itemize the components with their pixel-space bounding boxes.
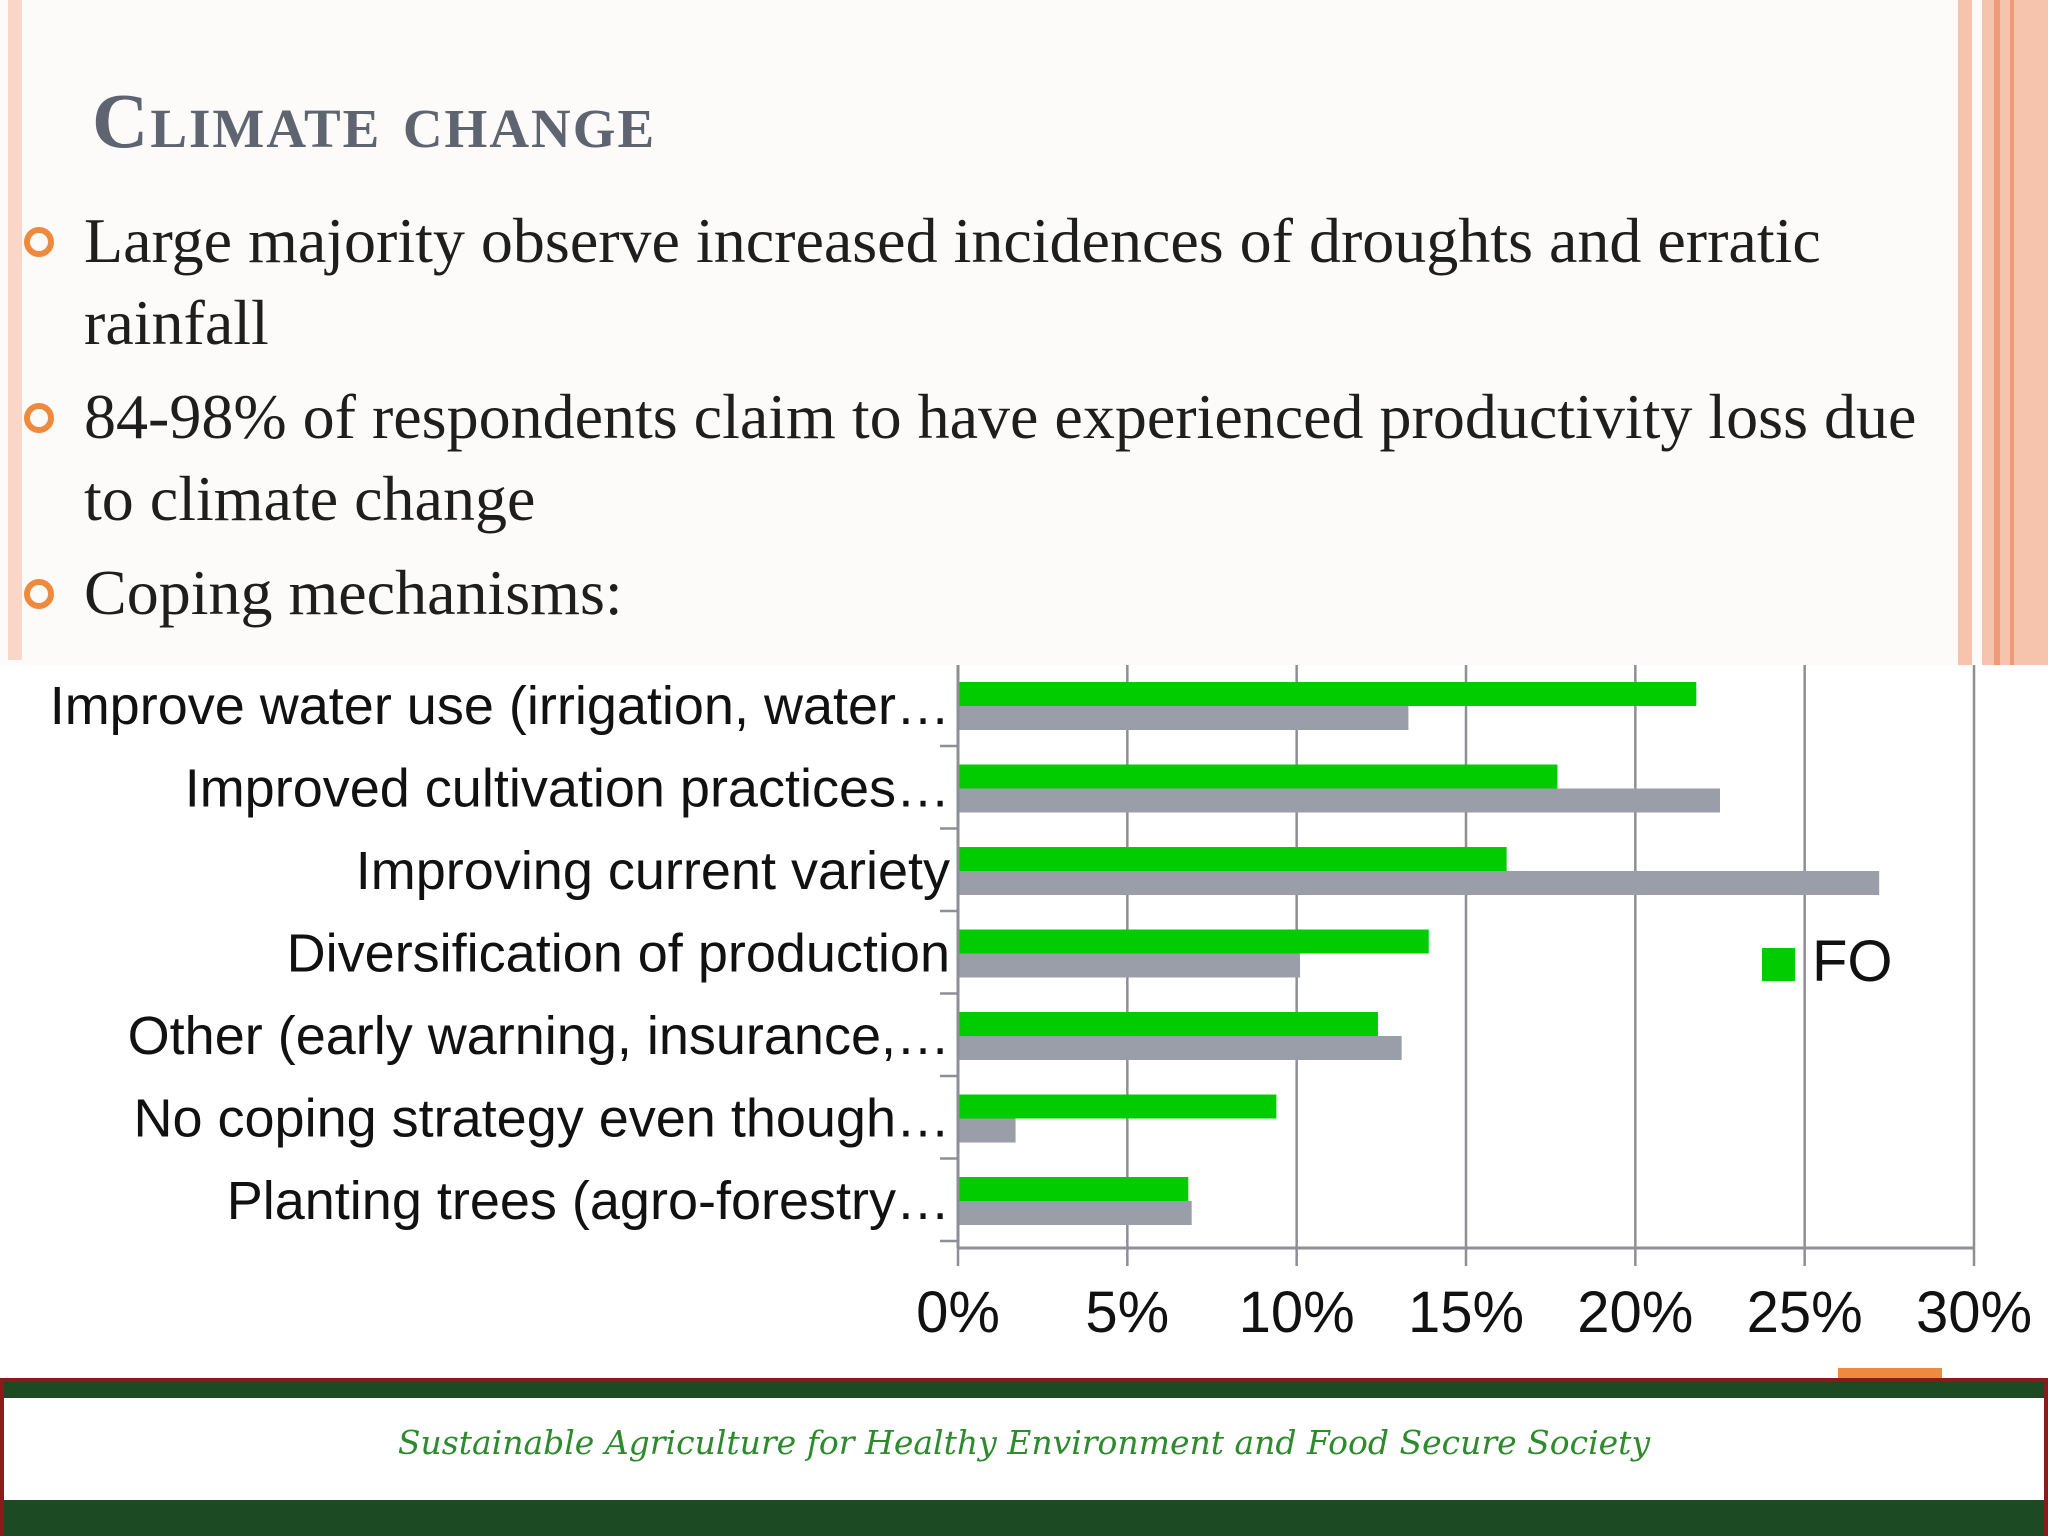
chart-panel: Improve water use (irrigation, water… Imp… <box>0 665 2048 1380</box>
bar-fo <box>958 1094 1277 1119</box>
circle-bullet-icon <box>24 403 54 433</box>
bullet-item: 84-98% of respondents claim to have expe… <box>20 376 1920 540</box>
category-label: Improve water use (irrigation, water… <box>50 676 950 736</box>
bullet-text: Large majority observe increased inciden… <box>84 205 1821 358</box>
category-label: Diversification of production <box>287 924 950 984</box>
legend: FO <box>1762 929 1893 994</box>
circle-bullet-icon <box>24 579 54 609</box>
category-label: Improving current variety <box>356 841 950 901</box>
category-label: Planting trees (agro-forestry… <box>227 1171 950 1231</box>
bar-series-2 <box>958 706 1409 730</box>
bullet-item: Large majority observe increased inciden… <box>20 200 1920 364</box>
legend-label-fo: FO <box>1812 929 1893 994</box>
bar-series-2 <box>958 871 1880 895</box>
bullet-list: Large majority observe increased inciden… <box>20 200 1920 646</box>
bars <box>958 682 1880 1225</box>
x-tick-label: 25% <box>1747 1280 1863 1345</box>
coping-mechanisms-bar-chart: Improve water use (irrigation, water… Imp… <box>50 665 2032 1345</box>
bar-fo <box>958 1012 1378 1036</box>
bullet-text: 84-98% of respondents claim to have expe… <box>84 381 1917 534</box>
axes <box>940 665 1976 1266</box>
footer-top-bar <box>0 1378 2048 1398</box>
category-label: Other (early warning, insurance,… <box>128 1006 950 1066</box>
footer: Sustainable Agriculture for Healthy Envi… <box>0 1378 2048 1536</box>
x-tick-label: 5% <box>1085 1280 1169 1345</box>
bar-fo <box>958 847 1507 871</box>
footer-band <box>0 1398 2048 1500</box>
category-label: No coping strategy even though… <box>133 1089 950 1149</box>
circle-bullet-icon <box>24 227 54 257</box>
bar-fo <box>958 682 1697 706</box>
bar-series-2 <box>958 1036 1402 1060</box>
footer-bottom-bar <box>0 1500 2048 1536</box>
category-label: Improved cultivation practices… <box>185 759 950 819</box>
x-tick-label: 20% <box>1577 1280 1693 1345</box>
x-tick-label: 10% <box>1239 1280 1355 1345</box>
legend-swatch-fo <box>1762 948 1795 981</box>
x-tick-label: 30% <box>1916 1280 2032 1345</box>
x-tick-label: 15% <box>1408 1280 1524 1345</box>
bar-fo <box>958 764 1558 789</box>
category-labels: Improve water use (irrigation, water… Imp… <box>50 676 950 1231</box>
x-tick-label: 0% <box>916 1280 1000 1345</box>
bar-series-2 <box>958 788 1720 813</box>
bar-series-2 <box>958 1118 1016 1143</box>
footer-tagline: Sustainable Agriculture for Healthy Envi… <box>397 1423 1651 1462</box>
slide-title: Climate change <box>92 77 657 164</box>
bar-series-2 <box>958 953 1301 978</box>
bar-fo <box>958 1177 1189 1201</box>
left-decor-stripe <box>8 0 22 660</box>
bullet-text: Coping mechanisms: <box>84 557 623 628</box>
bullet-item: Coping mechanisms: <box>20 552 1920 634</box>
bar-series-2 <box>958 1201 1192 1225</box>
bar-fo <box>958 929 1429 954</box>
x-tick-labels: 0% 5% 10% 15% 20% 25% 30% <box>916 1280 2032 1345</box>
